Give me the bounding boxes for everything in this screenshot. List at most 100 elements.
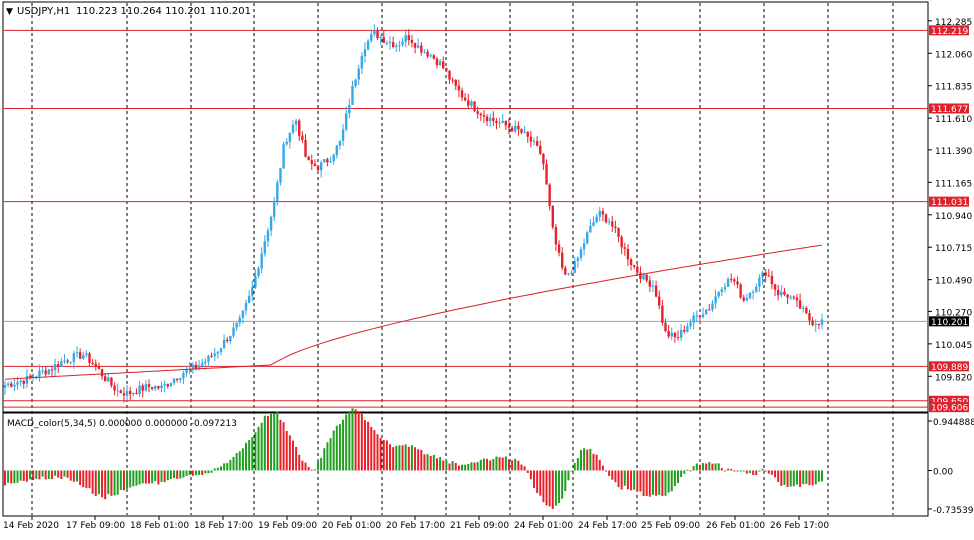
- candle-body: [16, 382, 19, 385]
- macd-bar: [194, 470, 197, 476]
- candle-body: [229, 335, 232, 342]
- macd-bar: [439, 457, 442, 471]
- macd-bar: [432, 454, 435, 471]
- macd-bar: [507, 459, 510, 471]
- macd-bar: [360, 413, 363, 471]
- macd-bar: [730, 468, 733, 471]
- macd-bar: [680, 470, 683, 478]
- time-label: 18 Feb 01:00: [130, 521, 189, 531]
- macd-bar: [44, 470, 47, 480]
- macd-bar: [554, 470, 557, 506]
- macd-bar: [47, 470, 50, 480]
- level-price-label: 111.677: [931, 105, 968, 115]
- macd-bar: [229, 459, 232, 471]
- candle-body: [44, 370, 47, 375]
- candle-body: [611, 221, 614, 227]
- macd-bar: [551, 470, 554, 509]
- candle-body: [795, 297, 799, 301]
- macd-bar: [711, 463, 714, 471]
- macd-bar: [774, 470, 777, 478]
- macd-bar: [714, 463, 717, 471]
- macd-bar: [536, 470, 539, 494]
- macd-bar: [301, 460, 304, 471]
- time-label: 14 Feb 2020: [3, 521, 59, 531]
- macd-bar: [623, 470, 626, 486]
- candle-body: [689, 322, 692, 327]
- candle-body: [701, 314, 705, 318]
- candle-body: [651, 285, 655, 287]
- candle-body: [767, 275, 770, 277]
- candle-body: [72, 353, 76, 362]
- candle-body: [482, 115, 486, 117]
- candle-body: [360, 56, 364, 69]
- candle-body: [82, 355, 85, 359]
- candle-body: [266, 230, 270, 242]
- macd-bar: [601, 465, 604, 471]
- macd-bar: [16, 470, 19, 483]
- macd-bar: [426, 454, 429, 471]
- candle-body: [723, 286, 727, 290]
- candle-body: [820, 319, 824, 325]
- candle-body: [704, 309, 708, 315]
- candle-body: [157, 386, 160, 389]
- macd-bar: [72, 470, 75, 482]
- candle-body: [573, 261, 576, 273]
- candle-body: [75, 352, 79, 354]
- candle-body: [116, 390, 119, 392]
- main-chart-frame[interactable]: [2, 1, 929, 413]
- macd-bar: [138, 470, 141, 485]
- candle-body: [351, 85, 354, 105]
- macd-bar: [110, 470, 113, 496]
- candle-body: [373, 30, 376, 35]
- macd-bar: [407, 446, 410, 471]
- macd-bar: [392, 447, 395, 471]
- candle-body: [204, 361, 207, 364]
- candle-body: [645, 274, 648, 281]
- macd-bar: [188, 470, 191, 475]
- candle-body: [185, 369, 188, 374]
- candle-body: [445, 68, 448, 71]
- macd-bar: [805, 470, 808, 484]
- macd-tick-label: 0.00: [933, 467, 953, 477]
- macd-bar: [147, 470, 150, 484]
- candle-body: [720, 289, 724, 292]
- macd-bar: [545, 470, 548, 506]
- macd-bar: [564, 470, 567, 492]
- candle-body: [307, 156, 310, 161]
- macd-panel-frame[interactable]: [2, 412, 929, 517]
- macd-bar: [395, 445, 398, 471]
- macd-bar: [13, 470, 16, 484]
- candle-body: [313, 163, 317, 167]
- candle-body: [420, 45, 423, 53]
- macd-bar: [817, 470, 820, 482]
- candle-body: [426, 51, 429, 57]
- candle-body: [288, 132, 292, 142]
- macd-bar: [520, 464, 523, 471]
- candle-body: [366, 40, 370, 50]
- candle-body: [808, 313, 811, 321]
- macd-bar: [60, 470, 63, 480]
- level-price-tag: [929, 103, 969, 114]
- symbol-label: USDJPY,H1: [17, 6, 70, 17]
- macd-bar: [354, 409, 357, 471]
- candle-body: [125, 390, 129, 396]
- macd-bar: [777, 470, 780, 482]
- macd-bar: [279, 419, 282, 471]
- macd-bar: [69, 470, 72, 481]
- candle-body: [776, 289, 780, 296]
- candle-body: [35, 376, 38, 378]
- candle-body: [135, 392, 138, 394]
- symbol-menu-icon[interactable]: ▼: [6, 7, 13, 17]
- candle-body: [492, 117, 495, 121]
- macd-bar: [163, 470, 166, 483]
- candle-body: [144, 384, 148, 391]
- candle-body: [276, 182, 279, 202]
- macd-bar: [363, 420, 366, 471]
- macd-bar: [357, 412, 360, 471]
- macd-bar: [811, 470, 814, 486]
- candle-body: [401, 41, 404, 45]
- candle-body: [154, 386, 157, 389]
- candle-body: [13, 384, 16, 387]
- candle-body: [780, 291, 783, 296]
